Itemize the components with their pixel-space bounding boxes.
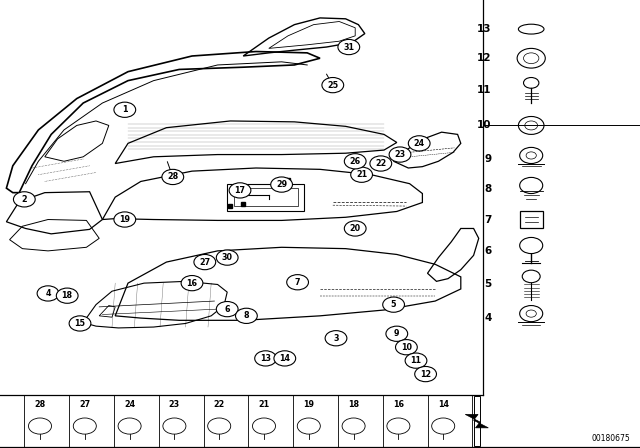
- Circle shape: [325, 331, 347, 346]
- Circle shape: [13, 192, 35, 207]
- Circle shape: [114, 212, 136, 227]
- Text: 17: 17: [234, 186, 246, 195]
- Circle shape: [37, 286, 59, 301]
- Text: 28: 28: [167, 172, 179, 181]
- Text: 4: 4: [45, 289, 51, 298]
- Circle shape: [344, 221, 366, 236]
- Text: 23: 23: [394, 150, 406, 159]
- Text: 9: 9: [484, 154, 492, 164]
- Text: 6: 6: [225, 305, 230, 314]
- Bar: [520, 211, 543, 228]
- Text: 7: 7: [295, 278, 300, 287]
- Text: 25: 25: [327, 81, 339, 90]
- Text: 19: 19: [119, 215, 131, 224]
- Text: 16: 16: [186, 279, 198, 288]
- Circle shape: [344, 154, 366, 169]
- Circle shape: [322, 78, 344, 93]
- Circle shape: [274, 351, 296, 366]
- Circle shape: [396, 340, 417, 355]
- Circle shape: [69, 316, 91, 331]
- Circle shape: [415, 366, 436, 382]
- Circle shape: [370, 156, 392, 171]
- Text: 6: 6: [484, 246, 492, 256]
- Text: 2: 2: [22, 195, 27, 204]
- Circle shape: [386, 326, 408, 341]
- Text: 20: 20: [349, 224, 361, 233]
- Circle shape: [236, 308, 257, 323]
- Circle shape: [287, 275, 308, 290]
- Circle shape: [338, 39, 360, 55]
- Text: 16: 16: [393, 400, 404, 409]
- Text: 11: 11: [410, 356, 422, 365]
- Text: 3: 3: [333, 334, 339, 343]
- Bar: [234, 188, 298, 206]
- Text: 14: 14: [279, 354, 291, 363]
- Circle shape: [194, 254, 216, 270]
- Text: 1: 1: [122, 105, 127, 114]
- Circle shape: [255, 351, 276, 366]
- Circle shape: [383, 297, 404, 312]
- Bar: [227, 184, 304, 211]
- Text: 5: 5: [484, 280, 492, 289]
- Text: 7: 7: [484, 215, 492, 224]
- Text: 31: 31: [343, 43, 355, 52]
- Text: 10: 10: [477, 121, 492, 130]
- Text: 13: 13: [477, 24, 492, 34]
- Text: 14: 14: [438, 400, 449, 409]
- Circle shape: [216, 302, 238, 317]
- Circle shape: [389, 147, 411, 162]
- Text: 15: 15: [74, 319, 86, 328]
- Text: 13: 13: [260, 354, 271, 363]
- Circle shape: [56, 288, 78, 303]
- Circle shape: [408, 136, 430, 151]
- Text: 12: 12: [477, 53, 492, 63]
- Text: 19: 19: [303, 400, 314, 409]
- Text: 27: 27: [199, 258, 211, 267]
- Text: 8: 8: [244, 311, 249, 320]
- Text: 29: 29: [276, 180, 287, 189]
- Text: 24: 24: [413, 139, 425, 148]
- Text: 26: 26: [349, 157, 361, 166]
- Circle shape: [181, 276, 203, 291]
- Text: 23: 23: [169, 400, 180, 409]
- Text: 11: 11: [477, 85, 492, 95]
- Text: 21: 21: [259, 400, 269, 409]
- Text: 5: 5: [391, 300, 396, 309]
- Text: 27: 27: [79, 400, 90, 409]
- Circle shape: [229, 183, 251, 198]
- Text: 00180675: 00180675: [591, 434, 630, 443]
- Text: 28: 28: [35, 400, 45, 409]
- Text: 18: 18: [348, 400, 359, 409]
- Text: 22: 22: [214, 400, 225, 409]
- Circle shape: [162, 169, 184, 185]
- Text: 18: 18: [61, 291, 73, 300]
- Circle shape: [114, 102, 136, 117]
- Polygon shape: [465, 414, 488, 428]
- Text: 30: 30: [221, 253, 233, 262]
- Circle shape: [405, 353, 427, 368]
- Text: 24: 24: [124, 400, 135, 409]
- Circle shape: [271, 177, 292, 192]
- Text: 12: 12: [420, 370, 431, 379]
- Text: 4: 4: [484, 313, 492, 323]
- Circle shape: [216, 250, 238, 265]
- Text: 9: 9: [394, 329, 399, 338]
- Circle shape: [351, 167, 372, 182]
- Bar: [474, 396, 480, 446]
- Text: 22: 22: [375, 159, 387, 168]
- Text: 21: 21: [356, 170, 367, 179]
- Text: 8: 8: [484, 184, 492, 194]
- Text: 10: 10: [401, 343, 412, 352]
